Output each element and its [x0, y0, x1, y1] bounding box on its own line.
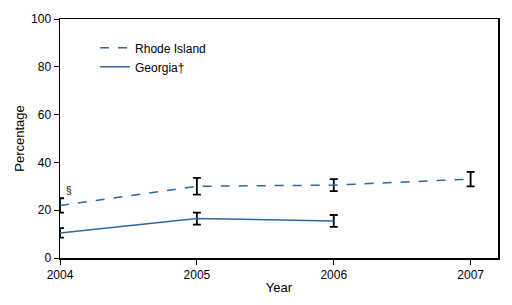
svg-text:2004: 2004: [47, 268, 74, 282]
svg-text:80: 80: [38, 60, 52, 74]
svg-text:60: 60: [38, 108, 52, 122]
svg-text:§: §: [66, 185, 72, 196]
svg-text:Rhode Island: Rhode Island: [135, 42, 206, 56]
svg-text:100: 100: [31, 12, 51, 26]
svg-text:Year: Year: [266, 280, 293, 295]
svg-text:2007: 2007: [457, 268, 484, 282]
svg-text:20: 20: [38, 203, 52, 217]
svg-text:Georgia†: Georgia†: [135, 61, 184, 75]
svg-text:Percentage: Percentage: [12, 105, 27, 172]
svg-text:2005: 2005: [184, 268, 211, 282]
svg-text:2006: 2006: [320, 268, 347, 282]
svg-text:0: 0: [44, 251, 51, 265]
svg-text:40: 40: [38, 156, 52, 170]
